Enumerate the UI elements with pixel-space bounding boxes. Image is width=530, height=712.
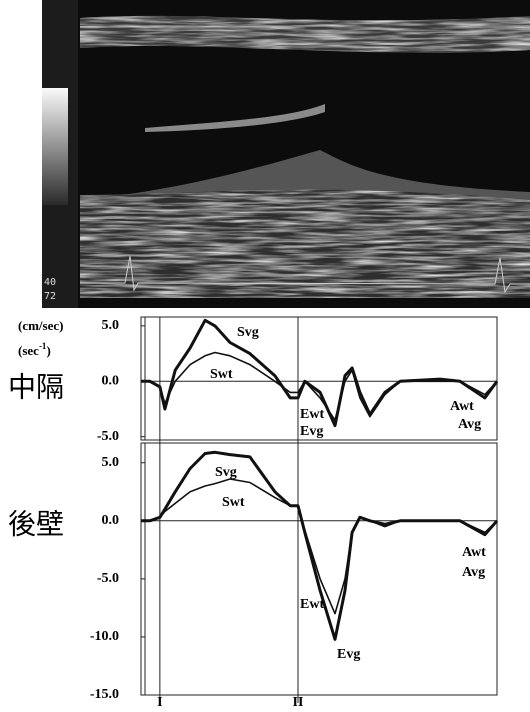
annotation: Avg [462,565,485,580]
plot-frame [141,443,497,695]
unit-close: ) [46,343,50,358]
event-label: I [157,695,162,710]
echo-label: 72 [44,291,56,302]
unit-label: (sec-1) [18,341,51,358]
y-tick-label: -10.0 [90,629,119,644]
annotation: Evg [300,424,323,439]
y-tick-label: 5.0 [102,455,120,470]
annotation: Svg [237,325,259,340]
y-tick-label: 5.0 [102,318,120,333]
annotation: Awt [462,545,486,560]
annotation: Ewt [300,597,324,612]
unit-label: (cm/sec) [18,318,63,333]
row-label: 中隔 [8,371,64,403]
event-label: II [293,695,304,710]
annotation: Swt [222,495,245,510]
figure: 40 72 (cm/sec) (sec-1) 中隔 5.0 0.0 -5.0 Svg Sw… [0,0,530,712]
annotation: Ewt [300,407,324,422]
y-tick-label: 0.0 [102,513,120,528]
annotation: Awt [450,399,474,414]
annotation: Avg [458,417,481,432]
gray-scale-bar [42,88,68,205]
y-tick-label: -5.0 [97,571,119,586]
echo-label: 40 [44,277,56,288]
annotation: Swt [210,367,233,382]
annotation: Evg [337,647,360,662]
series-line [141,479,497,614]
echo-texture [80,190,530,298]
y-tick-label: -15.0 [90,687,119,702]
echo-image: 40 72 [42,0,530,308]
y-tick-label: 0.0 [102,373,120,388]
row-label: 後壁 [8,508,64,540]
y-tick-label: -5.0 [97,429,119,444]
unit-base: (sec [18,343,39,358]
annotation: Svg [215,465,237,480]
